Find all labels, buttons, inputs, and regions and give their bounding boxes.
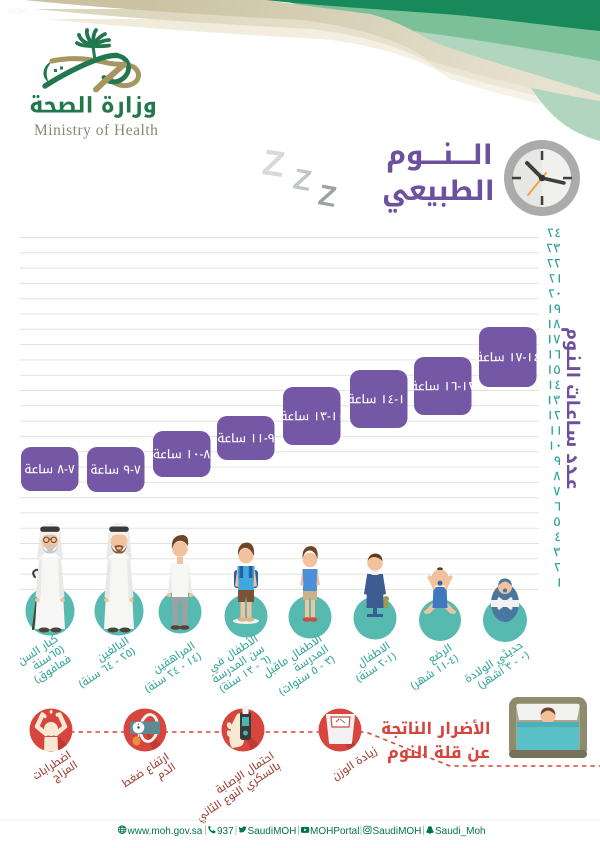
svg-text:Z: Z (291, 163, 314, 198)
svg-text:Ministry of Health: Ministry of Health (34, 122, 158, 139)
svg-text:937: 937 (217, 826, 234, 837)
svg-text:www.moh.gov.sa: www.moh.gov.sa (127, 826, 203, 837)
svg-text:SaudiMOH: SaudiMOH (373, 826, 422, 837)
svg-text:SaudiMOH: SaudiMOH (248, 826, 297, 837)
svg-text:MOH: MOH (8, 7, 27, 16)
svg-text:Z: Z (316, 179, 339, 214)
svg-text:Saudi_Moh: Saudi_Moh (435, 826, 486, 837)
svg-text:MOHPortal: MOHPortal (310, 826, 359, 837)
